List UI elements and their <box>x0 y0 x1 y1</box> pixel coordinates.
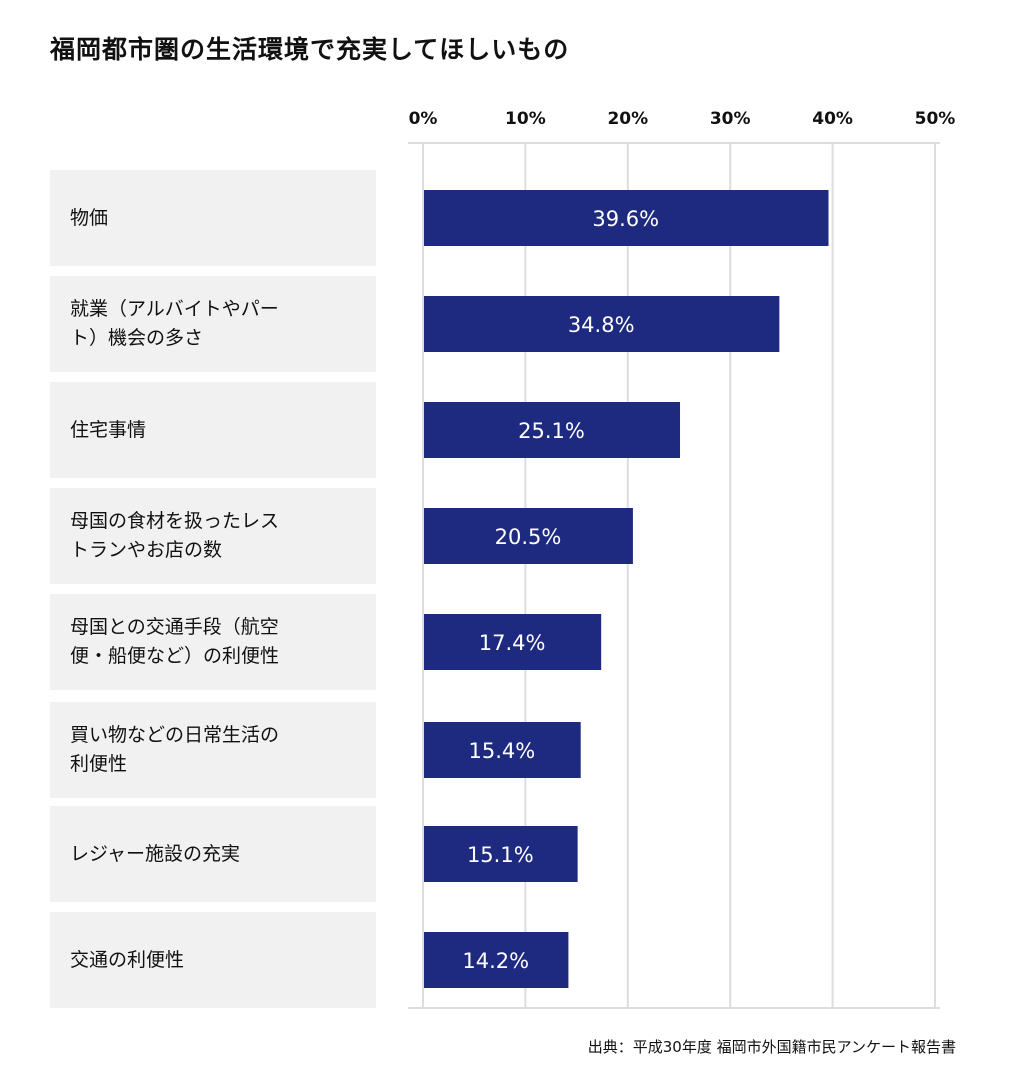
x-tick-label: 40% <box>812 109 853 129</box>
x-tick-label: 10% <box>505 109 546 129</box>
bar <box>424 826 578 882</box>
x-tick-label: 50% <box>915 109 956 129</box>
bar <box>424 296 780 352</box>
bar-value-label: 15.1% <box>467 843 534 867</box>
bar-value-label: 20.5% <box>495 525 562 549</box>
category-label: 就業（アルバイトやパー ト）機会の多さ <box>50 276 376 372</box>
bar-value-label: 15.4% <box>468 739 535 763</box>
bar <box>424 614 602 670</box>
category-label: 母国の食材を扱ったレス トランやお店の数 <box>50 488 376 584</box>
bar <box>424 190 829 246</box>
category-label: 母国との交通手段（航空 便・船便など）の利便性 <box>50 594 376 690</box>
chart-title: 福岡都市圏の生活環境で充実してほしいもの <box>50 35 570 64</box>
bar-value-label: 17.4% <box>479 631 546 655</box>
category-label: 交通の利便性 <box>50 912 376 1008</box>
bar <box>424 402 681 458</box>
bar-value-label: 39.6% <box>592 207 659 231</box>
bar <box>424 932 569 988</box>
category-label: 買い物などの日常生活の 利便性 <box>50 702 376 798</box>
bar <box>424 722 581 778</box>
bar-value-label: 14.2% <box>462 949 529 973</box>
x-tick-label: 0% <box>409 109 438 129</box>
bar-value-label: 34.8% <box>568 313 635 337</box>
category-label: 住宅事情 <box>50 382 376 478</box>
bar-value-label: 25.1% <box>518 419 585 443</box>
source-note: 出典：平成30年度 福岡市外国籍市民アンケート報告書 <box>587 1038 956 1056</box>
category-label: 物価 <box>50 170 376 266</box>
x-tick-label: 20% <box>607 109 648 129</box>
x-tick-label: 30% <box>710 109 751 129</box>
bar <box>424 508 633 564</box>
category-label: レジャー施設の充実 <box>50 806 376 902</box>
